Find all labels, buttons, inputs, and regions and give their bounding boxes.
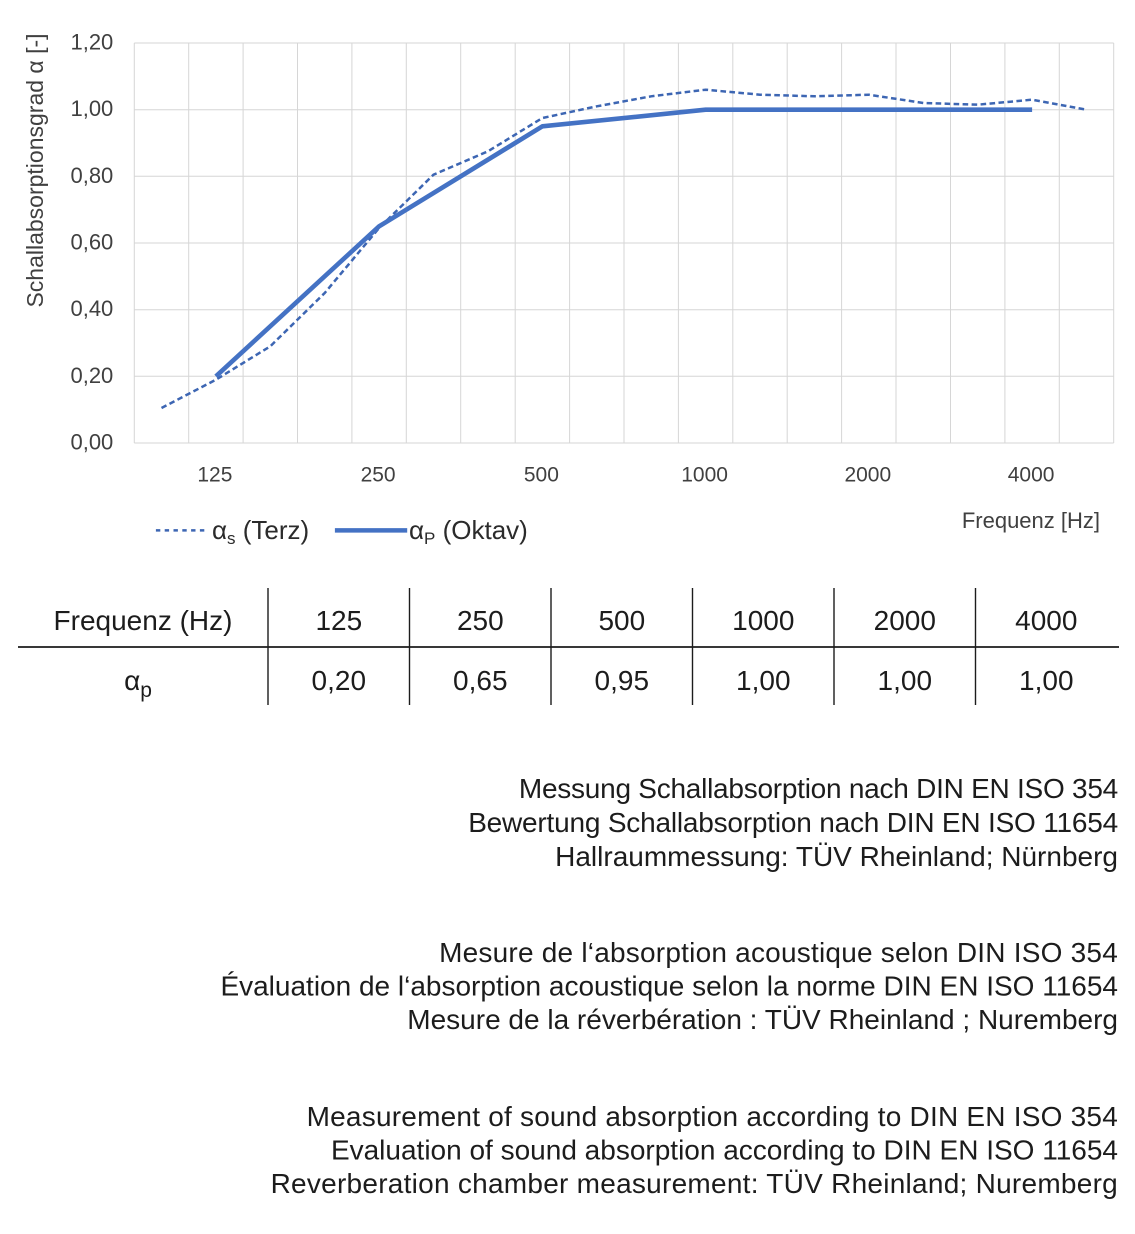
svg-text:Measurement of sound absorptio: Measurement of sound absorption accordin… — [307, 1101, 1118, 1132]
svg-text:Messung Schallabsorption nach: Messung Schallabsorption nach DIN EN ISO… — [519, 773, 1118, 804]
svg-text:Reverberation chamber measurem: Reverberation chamber measurement: TÜV R… — [271, 1168, 1118, 1199]
svg-text:Frequenz (Hz): Frequenz (Hz) — [54, 605, 233, 636]
svg-text:0,20: 0,20 — [312, 665, 367, 696]
svg-text:0,00: 0,00 — [70, 430, 113, 455]
svg-text:125: 125 — [197, 464, 232, 487]
svg-text:0,80: 0,80 — [70, 163, 113, 188]
svg-text:Mesure de l‘absorption acousti: Mesure de l‘absorption acoustique selon … — [439, 937, 1118, 968]
svg-text:Mesure de la réverbération : T: Mesure de la réverbération : TÜV Rheinla… — [407, 1004, 1118, 1035]
svg-text:Évaluation de l‘absorption aco: Évaluation de l‘absorption acoustique se… — [220, 971, 1118, 1002]
svg-text:1000: 1000 — [681, 464, 728, 487]
svg-text:1,20: 1,20 — [70, 30, 113, 55]
svg-text:1,00: 1,00 — [1019, 665, 1074, 696]
svg-text:Schallabsorptionsgrad α [-]: Schallabsorptionsgrad α [-] — [22, 33, 48, 307]
svg-text:Bewertung Schallabsorption nac: Bewertung Schallabsorption nach DIN EN I… — [468, 807, 1118, 838]
svg-text:0,95: 0,95 — [595, 665, 650, 696]
svg-text:αp: αp — [124, 665, 152, 702]
svg-text:4000: 4000 — [1015, 605, 1077, 636]
svg-text:2000: 2000 — [874, 605, 936, 636]
svg-text:0,20: 0,20 — [70, 363, 113, 388]
svg-text:500: 500 — [598, 605, 645, 636]
svg-text:500: 500 — [524, 464, 559, 487]
svg-text:Hallraummessung: TÜV Rheinland: Hallraummessung: TÜV Rheinland; Nürnberg — [555, 841, 1118, 872]
svg-text:0,60: 0,60 — [70, 230, 113, 255]
svg-text:1,00: 1,00 — [736, 665, 791, 696]
svg-text:Evaluation of sound absorption: Evaluation of sound absorption according… — [331, 1135, 1118, 1166]
svg-text:1,00: 1,00 — [878, 665, 933, 696]
svg-text:1,00: 1,00 — [70, 96, 113, 121]
svg-text:Frequenz [Hz]: Frequenz [Hz] — [962, 508, 1100, 533]
svg-text:1000: 1000 — [732, 605, 794, 636]
svg-text:250: 250 — [457, 605, 504, 636]
svg-text:125: 125 — [315, 605, 362, 636]
svg-text:2000: 2000 — [844, 464, 891, 487]
svg-text:250: 250 — [361, 464, 396, 487]
svg-text:0,65: 0,65 — [453, 665, 508, 696]
svg-text:4000: 4000 — [1008, 464, 1055, 487]
svg-text:αs (Terz): αs (Terz) — [212, 515, 309, 548]
svg-text:0,40: 0,40 — [70, 296, 113, 321]
svg-text:αP (Oktav): αP (Oktav) — [409, 515, 528, 548]
